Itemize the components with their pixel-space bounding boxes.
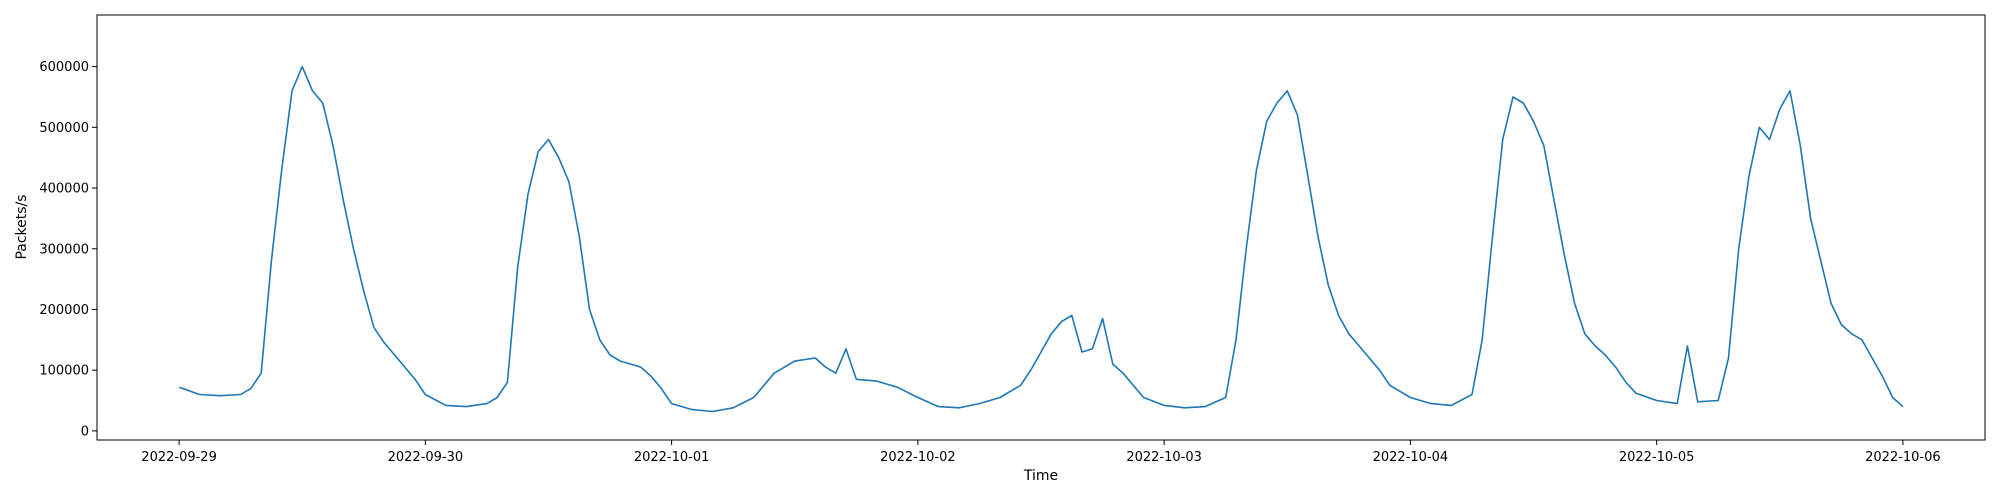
- x-tick-label: 2022-09-30: [388, 450, 464, 465]
- y-tick-label: 500000: [39, 121, 89, 136]
- y-tick-label: 0: [81, 424, 89, 439]
- x-tick-label: 2022-10-05: [1619, 450, 1695, 465]
- y-tick-label: 600000: [39, 60, 89, 75]
- y-tick-label: 400000: [39, 182, 89, 197]
- x-axis: 2022-09-29 2022-09-30 2022-10-01 2022-10-02…: [141, 440, 1941, 465]
- plot-area: [97, 15, 1985, 440]
- x-tick-label: 2022-10-02: [880, 450, 956, 465]
- series-layer: [178, 65, 1904, 413]
- x-tick-label: 2022-10-01: [634, 450, 710, 465]
- series-line-0: [178, 65, 1904, 413]
- x-axis-label: Time: [1023, 468, 1058, 484]
- x-tick-label: 2022-10-03: [1126, 450, 1202, 465]
- y-axis: 0 100000 200000 300000 400000 500000 600000: [39, 60, 97, 439]
- y-tick-label: 200000: [39, 303, 89, 318]
- x-tick-label: 2022-10-06: [1865, 450, 1941, 465]
- y-axis-label: Packets/s: [14, 194, 30, 259]
- plot-frame: [96, 14, 1986, 441]
- x-tick-label: 2022-09-29: [141, 450, 217, 465]
- x-tick-label: 2022-10-04: [1373, 450, 1449, 465]
- y-tick-label: 100000: [39, 364, 89, 379]
- y-tick-label: 300000: [39, 242, 89, 257]
